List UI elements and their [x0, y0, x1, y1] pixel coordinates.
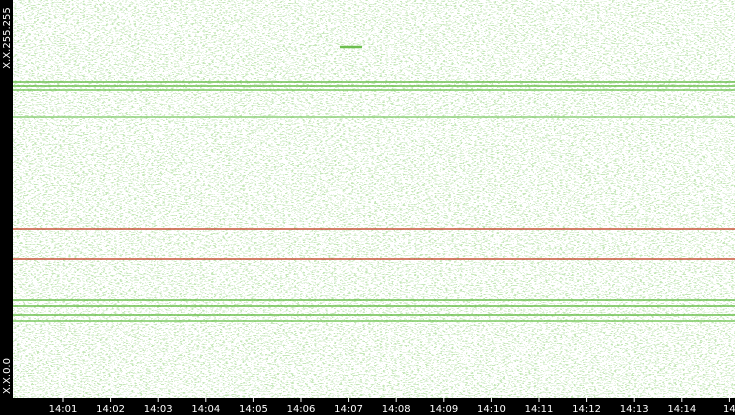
x-tick-label: 14:07	[334, 404, 363, 415]
traffic-lines	[13, 45, 735, 322]
x-tick-label: 14	[723, 404, 735, 415]
x-tick-label: 14:12	[572, 404, 601, 415]
x-tick-label: 14:10	[477, 404, 506, 415]
x-tick-label: 14:13	[620, 404, 649, 415]
y-top-label: X.X.255.255	[2, 7, 13, 68]
x-tick-label: 14:11	[525, 404, 554, 415]
x-tick-label: 14:09	[429, 404, 458, 415]
y-bottom-label: X.X.0.0	[2, 358, 13, 394]
x-tick-label: 14:06	[287, 404, 316, 415]
x-tick-label: 14:03	[144, 404, 173, 415]
x-tick-label: 14:04	[191, 404, 220, 415]
x-tick-label: 14:05	[239, 404, 268, 415]
x-tick-label: 14:01	[49, 404, 78, 415]
x-tick-label: 14:14	[667, 404, 696, 415]
traffic-dots	[13, 0, 735, 398]
x-tick-label: 14:08	[382, 404, 411, 415]
x-tick-label: 14:02	[96, 404, 125, 415]
